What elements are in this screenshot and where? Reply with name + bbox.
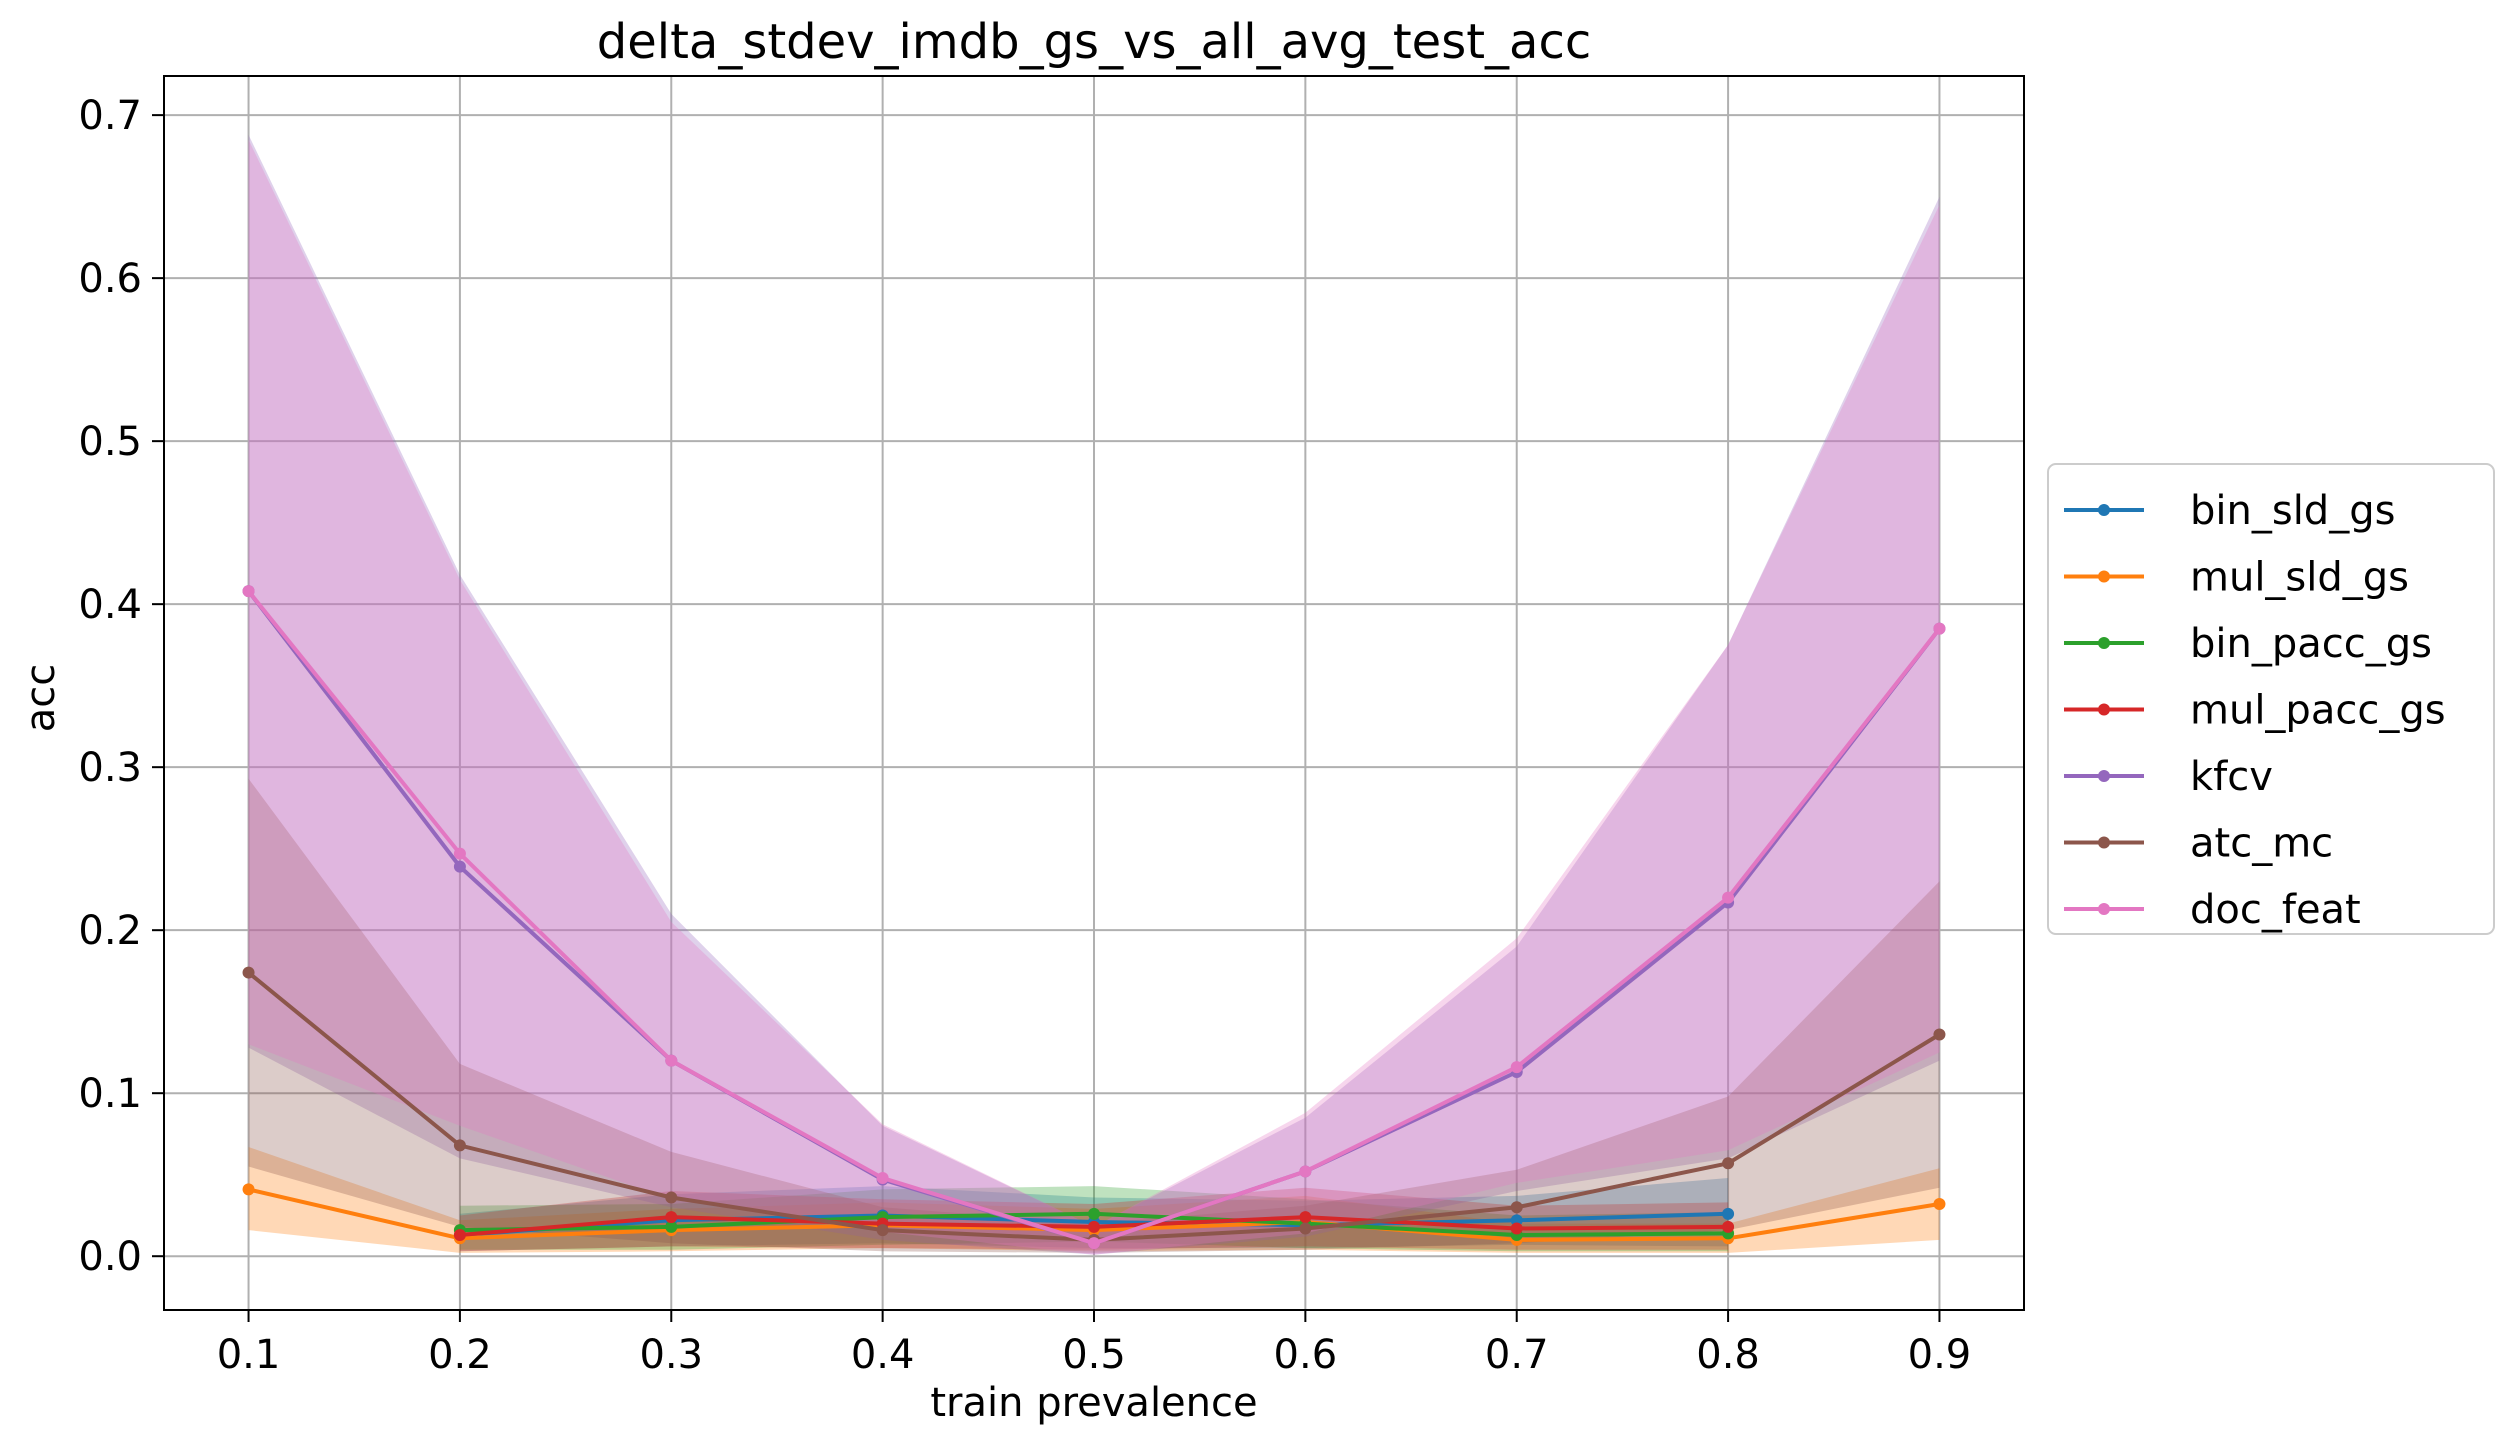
atc_mc-point	[876, 1224, 889, 1237]
y-tick-label: 0.4	[78, 582, 142, 628]
legend-label-bin_pacc_gs: bin_pacc_gs	[2190, 621, 2432, 667]
y-axis-label: acc	[18, 664, 64, 733]
mul_sld_gs-point	[242, 1183, 255, 1196]
mul_sld_gs-point	[1933, 1198, 1946, 1211]
y-tick-label: 0.0	[78, 1234, 142, 1280]
bin_sld_gs-point	[1722, 1207, 1735, 1220]
x-tick-label: 0.2	[428, 1332, 492, 1378]
axes: 0.1 0.2 0.3 0.4 0.5 0.6 0.7 0.8 0.9 0.0 0.1 0.2 0.3 0…	[78, 75, 2025, 1378]
legend-marker-bin_sld_gs	[2098, 504, 2110, 516]
mul_pacc_gs-point	[1722, 1220, 1735, 1233]
legend-label-mul_pacc_gs: mul_pacc_gs	[2190, 688, 2446, 734]
doc_feat-point	[1510, 1061, 1523, 1074]
atc_mc-point	[453, 1139, 466, 1152]
atc_mc-band	[248, 778, 1940, 1253]
bin_pacc_gs-point	[665, 1220, 678, 1233]
doc_feat-point	[1088, 1237, 1100, 1250]
x-tick-label: 0.1	[217, 1332, 281, 1378]
y-tick-label: 0.6	[78, 256, 142, 302]
doc_feat-point	[665, 1054, 678, 1067]
plot-frame	[163, 75, 2025, 1311]
doc_feat-point	[1933, 622, 1946, 635]
x-tick-label: 0.9	[1908, 1332, 1972, 1378]
y-tick-label: 0.7	[78, 93, 142, 139]
atc_mc-point	[665, 1191, 678, 1204]
doc_feat-band	[248, 139, 1940, 1255]
x-tick-label: 0.7	[1485, 1332, 1549, 1378]
y-tick-label: 0.1	[78, 1071, 142, 1117]
doc_feat-point	[242, 585, 255, 598]
legend-marker-doc_feat	[2098, 903, 2110, 915]
legend-label-mul_sld_gs: mul_sld_gs	[2190, 555, 2409, 601]
legend-marker-mul_pacc_gs	[2098, 703, 2110, 716]
mul_pacc_gs-point	[1299, 1211, 1312, 1224]
kfcv-point	[453, 860, 466, 873]
doc_feat-point	[453, 847, 466, 860]
doc_feat-point	[1722, 891, 1735, 904]
grid	[164, 76, 2024, 1310]
atc_mc-point	[1722, 1157, 1735, 1170]
legend-label-kfcv: kfcv	[2190, 754, 2273, 800]
bin_pacc_gs-point	[1088, 1207, 1100, 1220]
x-tick-label: 0.8	[1696, 1332, 1760, 1378]
x-axis-label: train prevalence	[930, 1380, 1257, 1426]
atc_mc-point	[242, 966, 255, 979]
doc_feat-point	[1299, 1165, 1312, 1178]
chart-title: delta_stdev_imdb_gs_vs_all_avg_test_acc	[597, 14, 1591, 70]
legend: bin_sld_gs mul_sld_gs bin_pacc_gs mul_pacc_…	[2047, 463, 2495, 935]
legend-box	[2047, 463, 2495, 935]
mul_pacc_gs-point	[665, 1211, 678, 1224]
legend-marker-atc_mc	[2098, 836, 2110, 849]
legend-label-doc_feat: doc_feat	[2190, 887, 2361, 933]
y-tick-label: 0.3	[78, 745, 142, 791]
series-lines	[242, 585, 1946, 1250]
legend-label-bin_sld_gs: bin_sld_gs	[2190, 488, 2395, 534]
x-tick-label: 0.5	[1062, 1332, 1126, 1378]
x-tick-label: 0.6	[1274, 1332, 1338, 1378]
atc_mc-point	[1299, 1222, 1312, 1235]
legend-marker-bin_pacc_gs	[2098, 637, 2110, 649]
doc_feat-point	[876, 1171, 889, 1184]
y-tick-label: 0.5	[78, 419, 142, 465]
y-tick-label: 0.2	[78, 908, 142, 954]
legend-label-atc_mc: atc_mc	[2190, 821, 2333, 867]
atc_mc-point	[1933, 1028, 1946, 1041]
x-tick-label: 0.3	[639, 1332, 703, 1378]
atc_mc-point	[1510, 1201, 1523, 1214]
mul_pacc_gs-point	[1510, 1222, 1523, 1235]
x-tick-label: 0.4	[851, 1332, 915, 1378]
kfcv-band	[248, 134, 1940, 1255]
mul_pacc_gs-point	[453, 1229, 466, 1242]
legend-marker-kfcv	[2098, 770, 2110, 782]
legend-marker-mul_sld_gs	[2098, 570, 2110, 583]
mul_pacc_gs-point	[1088, 1220, 1100, 1233]
